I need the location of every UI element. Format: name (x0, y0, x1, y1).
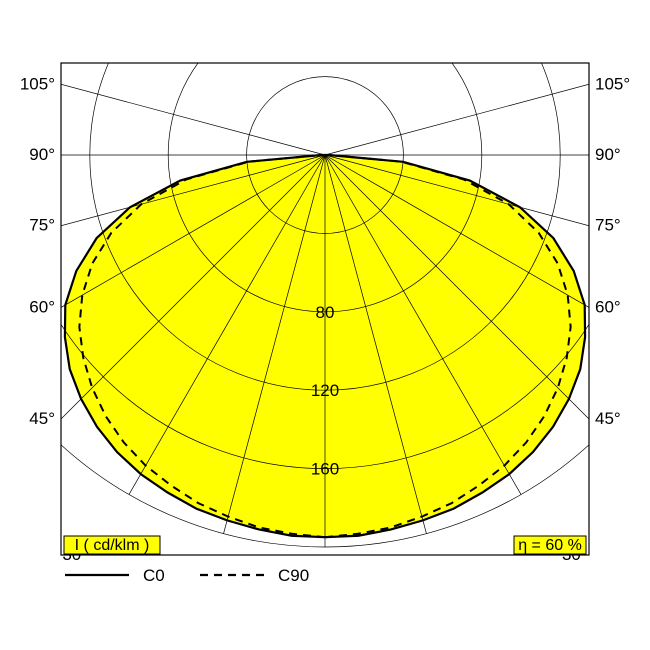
efficiency-label: η = 60 % (518, 537, 582, 554)
angle-label: 105° (20, 74, 55, 93)
angle-label: 60° (595, 297, 621, 316)
grid-spoke (325, 54, 650, 155)
angle-label: 60° (29, 297, 55, 316)
grid-spoke (0, 54, 325, 155)
angle-label: 45° (595, 409, 621, 428)
legend-label-c90: C90 (278, 566, 309, 585)
angle-label: 105° (595, 74, 630, 93)
unit-label: I ( cd/klm ) (75, 537, 150, 554)
angle-label: 90° (595, 145, 621, 164)
ring-label: 80 (316, 303, 335, 322)
angle-label: 75° (595, 216, 621, 235)
chart-container: 8012016030°30°45°45°60°60°75°75°90°90°10… (0, 0, 650, 650)
angle-label: 45° (29, 409, 55, 428)
angle-label: 75° (29, 216, 55, 235)
angle-label: 90° (29, 145, 55, 164)
ring-label: 120 (311, 381, 339, 400)
legend-label-c0: C0 (143, 566, 165, 585)
polar-chart: 8012016030°30°45°45°60°60°75°75°90°90°10… (0, 0, 650, 650)
ring-label: 160 (311, 460, 339, 479)
